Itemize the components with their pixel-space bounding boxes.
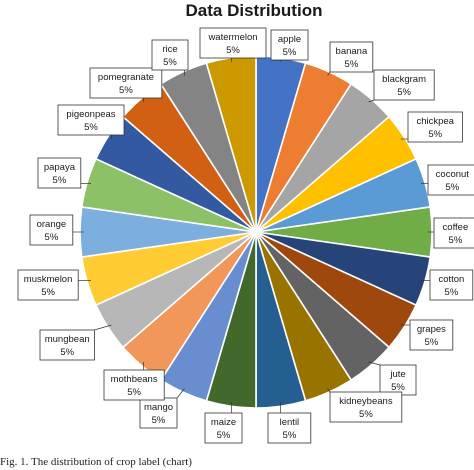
- label-value: 5%: [119, 85, 133, 96]
- label-box: [89, 67, 163, 99]
- label-category: blackgram: [382, 74, 426, 85]
- label-box: [29, 214, 74, 246]
- label-value: 5%: [283, 47, 297, 58]
- label-box: [379, 364, 417, 396]
- label-value: 5%: [217, 430, 231, 441]
- leader-line: [176, 388, 185, 399]
- label-value: 5%: [53, 175, 67, 186]
- label-value: 5%: [445, 182, 459, 193]
- label-category: mothbeans: [111, 374, 158, 385]
- label-value: 5%: [226, 45, 240, 56]
- label-value: 5%: [425, 337, 439, 348]
- label-box: [103, 369, 165, 401]
- slice-label-mango: mango 5%: [139, 388, 185, 429]
- label-category: kidneybeans: [339, 396, 393, 407]
- label-value: 5%: [127, 387, 141, 398]
- label-category: jute: [389, 369, 405, 380]
- label-category: mango: [144, 402, 173, 413]
- leader-line: [327, 388, 331, 393]
- slice-label-pomegranate: pomegranate 5%: [89, 67, 163, 102]
- slice-label-grapes: grapes 5%: [400, 319, 454, 351]
- label-category: coffee: [443, 222, 469, 233]
- figure-caption: Fig. 1. The distribution of crop label (…: [0, 456, 192, 468]
- label-category: apple: [278, 34, 301, 45]
- label-category: chickpea: [416, 116, 454, 127]
- label-value: 5%: [449, 235, 463, 246]
- label-value: 5%: [152, 415, 166, 426]
- label-category: coconut: [436, 169, 470, 180]
- label-category: lentil: [280, 417, 300, 428]
- leader-line: [368, 99, 375, 103]
- label-box: [433, 217, 474, 249]
- label-category: rice: [162, 44, 177, 55]
- slice-label-orange: orange 5%: [29, 214, 84, 246]
- label-box: [270, 29, 309, 61]
- label-value: 5%: [397, 87, 411, 98]
- label-category: cotton: [438, 274, 464, 285]
- label-category: pomegranate: [98, 72, 154, 83]
- slice-label-maize: maize 5%: [204, 402, 243, 444]
- label-box: [409, 319, 454, 351]
- leader-line: [327, 71, 331, 76]
- label-value: 5%: [445, 287, 459, 298]
- label-category: orange: [37, 219, 67, 230]
- label-value: 5%: [345, 59, 359, 70]
- slice-label-banana: banana 5%: [327, 41, 374, 76]
- label-value: 5%: [41, 287, 55, 298]
- label-category: papaya: [44, 162, 76, 173]
- slice-label-mothbeans: mothbeans 5%: [103, 362, 165, 401]
- label-box: [204, 412, 243, 444]
- slice-label-coffee: coffee 5%: [428, 217, 474, 249]
- label-value: 5%: [60, 347, 74, 358]
- slice-label-apple: apple 5%: [270, 29, 309, 62]
- label-box: [267, 412, 312, 444]
- slice-label-mungbean: mungbean 5%: [39, 324, 112, 361]
- label-value: 5%: [45, 232, 59, 243]
- label-category: maize: [211, 417, 236, 428]
- label-box: [151, 39, 189, 71]
- label-box: [199, 27, 267, 59]
- slice-label-watermelon: watermelon 5%: [199, 27, 267, 62]
- slice-label-blackgram: blackgram 5%: [368, 69, 435, 103]
- label-value: 5%: [391, 382, 405, 393]
- slice-label-coconut: coconut 5%: [421, 164, 474, 196]
- slice-label-jute: jute 5%: [368, 361, 417, 396]
- leader-line: [94, 324, 112, 331]
- label-box: [39, 329, 95, 361]
- label-category: muskmelon: [24, 274, 73, 285]
- label-value: 5%: [163, 57, 177, 68]
- label-category: pigeonpeas: [66, 109, 115, 120]
- label-box: [373, 69, 435, 101]
- pie-slices: [79, 55, 433, 409]
- label-box: [57, 104, 125, 136]
- slice-label-pigeonpeas: pigeonpeas 5%: [57, 104, 125, 139]
- slice-label-cotton: cotton 5%: [421, 269, 474, 301]
- label-box: [139, 397, 178, 429]
- label-box: [329, 391, 403, 423]
- label-value: 5%: [428, 129, 442, 140]
- label-box: [427, 164, 474, 196]
- label-box: [17, 269, 79, 301]
- slice-label-papaya: papaya 5%: [37, 157, 91, 189]
- chart-title: Data Distribution: [186, 1, 323, 20]
- label-box: [37, 157, 82, 189]
- label-category: grapes: [417, 324, 446, 335]
- slice-label-rice: rice 5%: [151, 39, 189, 76]
- leader-line: [368, 361, 381, 366]
- label-value: 5%: [359, 409, 373, 420]
- label-box: [429, 269, 474, 301]
- label-category: watermelon: [207, 32, 257, 43]
- label-value: 5%: [283, 430, 297, 441]
- slice-label-chickpea: chickpea 5%: [400, 111, 463, 143]
- slice-label-muskmelon: muskmelon 5%: [17, 269, 91, 301]
- label-box: [407, 111, 463, 143]
- slice-label-kidneybeans: kidneybeans 5%: [327, 388, 403, 423]
- label-value: 5%: [84, 122, 98, 133]
- label-box: [329, 41, 374, 73]
- label-category: mungbean: [45, 334, 90, 345]
- label-category: banana: [336, 46, 368, 57]
- slice-label-lentil: lentil 5%: [267, 402, 312, 444]
